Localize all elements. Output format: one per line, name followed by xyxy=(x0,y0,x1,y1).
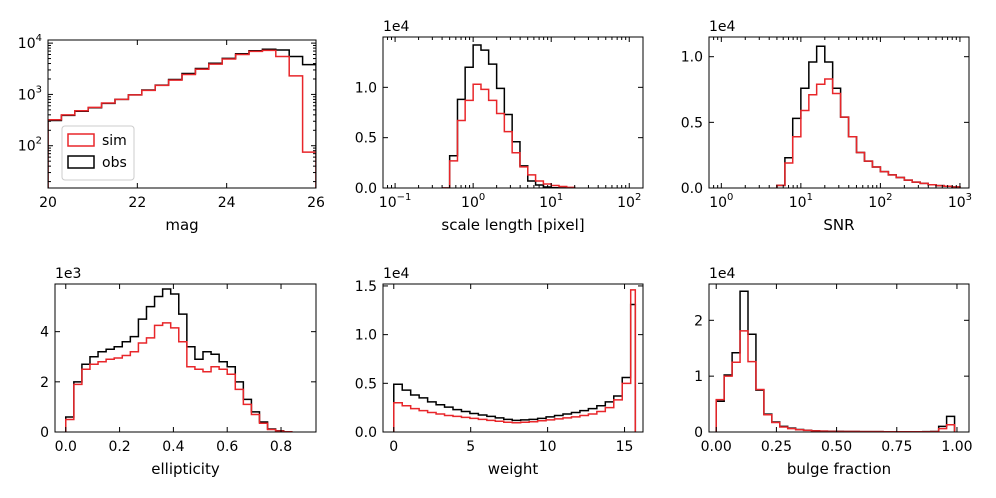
x-axis-label: SNR xyxy=(823,216,854,234)
y-tick-label: 0.0 xyxy=(681,181,703,197)
series-sim-ell xyxy=(65,322,293,432)
x-tick-label: 102 xyxy=(868,192,892,211)
y-tick-label: 0.5 xyxy=(681,115,703,131)
y-tick-label: 1.5 xyxy=(355,279,377,295)
legend-swatch-obs xyxy=(67,155,95,169)
panel-scale: 10−1 100 101 102 0.0 0.5 1.0 1e4 scale length [p… xyxy=(355,19,644,234)
series-sim-scale xyxy=(442,83,576,188)
axes-frame-snr xyxy=(708,36,970,189)
legend-box xyxy=(61,125,135,181)
panel-ell: 0.0 0.2 0.4 0.6 0.8 0 2 4 1e3 ellipticity xyxy=(40,266,317,478)
y-offset-label: 1e4 xyxy=(383,19,410,35)
y-tick-label: 103 xyxy=(18,84,42,103)
panel-weight: 0 5 10 15 0.0 0.5 1.0 1.5 1e4 weight xyxy=(355,266,644,478)
series-sim-snr xyxy=(776,78,961,188)
y-tick-label: 1 xyxy=(694,369,703,385)
x-tick-label: 5 xyxy=(466,439,475,455)
x-tick-label: 101 xyxy=(789,192,813,211)
y-tick-label: 2 xyxy=(40,375,49,391)
x-tick-label: 102 xyxy=(617,192,641,211)
legend-swatch-sim xyxy=(67,133,95,147)
x-tick-label: 15 xyxy=(616,439,634,455)
x-tick-label: 0 xyxy=(389,439,398,455)
y-tick-label: 0.0 xyxy=(355,425,377,441)
series-obs-ell xyxy=(65,288,293,432)
x-tick-label: 20 xyxy=(39,195,57,211)
x-tick-label: 0.4 xyxy=(162,439,184,455)
series-obs-scale xyxy=(442,44,575,188)
axes-frame-scale xyxy=(382,36,644,189)
x-tick-label: 0.0 xyxy=(55,439,77,455)
y-tick-label: 0.5 xyxy=(355,376,377,392)
y-tick-label: 0 xyxy=(694,425,703,441)
panel-bulge: 0.00 0.25 0.50 0.75 1.00 0 1 2 1e4 bulge fraction xyxy=(694,266,972,478)
y-tick-label: 102 xyxy=(18,136,42,155)
x-axis-label: ellipticity xyxy=(151,460,220,478)
y-tick-label: 0.0 xyxy=(355,181,377,197)
y-tick-label: 0 xyxy=(40,425,49,441)
x-tick-label: 0.00 xyxy=(701,439,732,455)
y-tick-label: 0.5 xyxy=(355,131,377,147)
x-tick-label: 0.6 xyxy=(216,439,238,455)
y-offset-label: 1e4 xyxy=(709,19,736,35)
x-tick-label: 0.50 xyxy=(821,439,852,455)
y-tick-label: 1.0 xyxy=(355,328,377,344)
y-tick-label: 1.0 xyxy=(681,50,703,66)
x-tick-label: 10 xyxy=(539,439,557,455)
x-tick-label: 100 xyxy=(461,192,485,211)
x-tick-label: 10−1 xyxy=(379,192,412,211)
x-axis-label: bulge fraction xyxy=(787,460,891,478)
legend: sim obs xyxy=(61,125,135,181)
series-obs-weight xyxy=(393,303,637,432)
x-tick-label: 1.00 xyxy=(941,439,972,455)
x-tick-label: 26 xyxy=(307,195,325,211)
x-tick-label: 0.75 xyxy=(881,439,912,455)
y-tick-label: 2 xyxy=(694,313,703,329)
x-axis-label: weight xyxy=(488,460,539,478)
x-tick-label: 103 xyxy=(948,192,972,211)
x-tick-label: 22 xyxy=(128,195,146,211)
y-tick-label: 4 xyxy=(40,325,49,341)
y-offset-label: 1e3 xyxy=(55,266,81,282)
series-sim-weight xyxy=(393,289,637,432)
y-tick-label: 104 xyxy=(18,33,42,52)
x-tick-label: 101 xyxy=(539,192,563,211)
axes-frame-weight xyxy=(382,283,644,433)
y-tick-label: 1.0 xyxy=(355,80,377,96)
x-tick-label: 0.2 xyxy=(108,439,130,455)
y-offset-label: 1e4 xyxy=(709,266,736,282)
y-offset-label: 1e4 xyxy=(383,266,410,282)
x-tick-label: 24 xyxy=(218,195,236,211)
axes-frame-bulge xyxy=(708,283,970,433)
x-axis-label: mag xyxy=(165,216,198,234)
x-tick-label: 0.25 xyxy=(761,439,792,455)
axes-frame-mag xyxy=(47,39,317,189)
series-sim-mag xyxy=(48,49,316,188)
series-obs-snr xyxy=(776,45,961,188)
legend-label-sim: sim xyxy=(102,133,127,149)
axes-frame-ell xyxy=(54,283,317,433)
x-axis-label: scale length [pixel] xyxy=(441,216,584,234)
x-tick-label: 0.8 xyxy=(270,439,292,455)
panel-mag: 20 22 24 26 102 103 104 mag sim obs xyxy=(18,33,325,234)
series-sim-bulge xyxy=(715,330,956,432)
legend-label-obs: obs xyxy=(102,155,127,171)
x-tick-label: 100 xyxy=(709,192,733,211)
panel-snr: 100 101 102 103 0.0 0.5 1.0 1e4 SNR xyxy=(681,19,972,234)
